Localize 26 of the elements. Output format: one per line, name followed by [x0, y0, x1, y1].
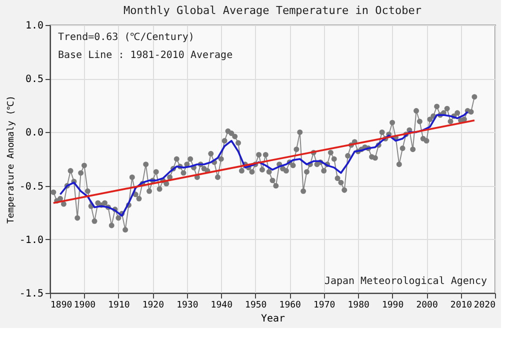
- annotation: Trend=0.63 (℃/Century): [58, 32, 194, 43]
- chart-title: Monthly Global Average Temperature in October: [123, 4, 422, 17]
- y-tick-label: -1.5: [19, 288, 44, 300]
- x-tick-label: 1930: [176, 300, 198, 310]
- x-tick-label: 2020: [474, 300, 496, 310]
- x-tick-label: 1990: [382, 300, 404, 310]
- annotation: Base Line : 1981-2010 Average: [58, 50, 233, 61]
- x-tick-label: 2010: [450, 300, 472, 310]
- x-tick-label: 1970: [314, 300, 336, 310]
- y-tick-label: 1.0: [25, 20, 44, 32]
- x-tick-label: 1980: [348, 300, 370, 310]
- x-tick-label: 1900: [74, 300, 96, 310]
- y-tick-label: -0.5: [19, 181, 44, 192]
- x-tick-label: 1950: [245, 300, 267, 310]
- x-axis-title: Year: [260, 314, 286, 324]
- x-tick-label: 1910: [108, 300, 130, 310]
- y-tick-label: -1.0: [19, 234, 44, 246]
- y-tick-label: 0.5: [25, 74, 44, 86]
- x-tick-label: 1920: [142, 300, 164, 310]
- y-tick-label: 0.0: [25, 128, 44, 139]
- x-tick-label: 1890: [50, 300, 72, 310]
- x-tick-label: 1960: [279, 300, 301, 310]
- annotation: Japan Meteorological Agency: [324, 276, 487, 287]
- x-tick-label: 1940: [210, 300, 232, 310]
- y-axis-title: Temperature Anomaly (℃): [6, 95, 16, 224]
- x-tick-label: 2000: [416, 300, 438, 310]
